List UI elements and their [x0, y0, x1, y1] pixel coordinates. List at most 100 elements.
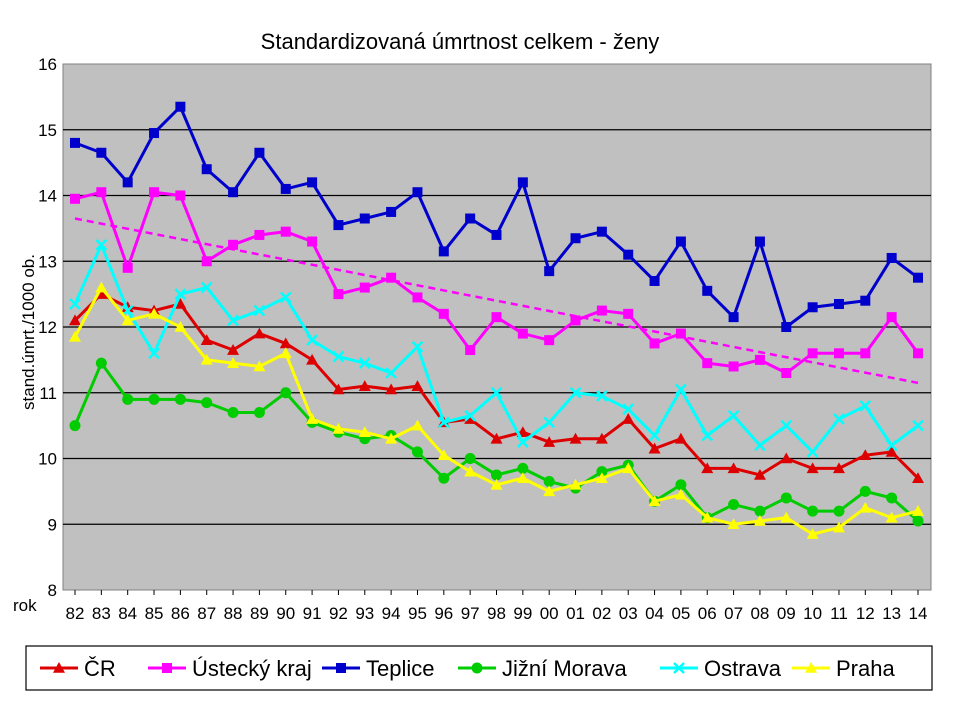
data-point [358, 380, 371, 391]
data-point [912, 505, 924, 516]
data-point [806, 528, 819, 539]
data-point [728, 361, 739, 372]
legend-marker [336, 663, 346, 673]
legend-item: Jižní Morava [458, 656, 627, 681]
data-point [227, 357, 240, 368]
data-point [122, 262, 133, 273]
data-point [543, 416, 556, 429]
legend-marker [673, 662, 685, 674]
data-point [174, 288, 187, 301]
data-point [781, 368, 792, 379]
data-point [411, 380, 424, 391]
y-tick-label: 8 [48, 581, 57, 600]
data-point [438, 472, 450, 484]
data-point [201, 256, 212, 267]
x-tick-label: 89 [250, 604, 269, 623]
legend-marker [53, 662, 65, 673]
y-tick-label: 9 [48, 515, 57, 534]
data-point [702, 285, 713, 296]
legend-item: Teplice [322, 656, 434, 681]
series-group [69, 101, 924, 539]
x-tick-label: 01 [566, 604, 585, 623]
data-point [491, 312, 502, 323]
data-point [674, 432, 687, 444]
data-point [753, 468, 766, 480]
x-tick-label: 05 [671, 604, 690, 623]
data-point [69, 314, 81, 326]
x-tick-label: 87 [197, 604, 216, 623]
data-point [833, 505, 845, 517]
data-point [70, 137, 80, 148]
x-tick-label: 83 [92, 604, 111, 623]
data-point [701, 511, 714, 523]
legend-label: Ostrava [704, 656, 782, 681]
legend-item: ČR [40, 656, 116, 681]
x-tick-label: 95 [408, 604, 427, 623]
data-point [622, 413, 635, 424]
data-point [833, 348, 844, 359]
data-point [727, 518, 740, 530]
x-tick-label: 92 [329, 604, 348, 623]
data-point [174, 297, 187, 309]
data-point [516, 436, 529, 448]
x-tick-label: 88 [224, 604, 243, 623]
data-point [201, 164, 212, 175]
series-5 [69, 281, 924, 539]
data-point [806, 462, 819, 474]
data-point [833, 298, 844, 309]
data-point [543, 485, 556, 497]
data-point [807, 302, 818, 313]
data-point [332, 350, 345, 363]
y-tick-label: 16 [38, 55, 57, 74]
data-point [596, 466, 608, 478]
legend-label: Teplice [366, 656, 434, 681]
data-point [253, 406, 265, 418]
data-point [912, 419, 924, 432]
data-point [754, 505, 766, 517]
data-point [95, 238, 108, 251]
data-point [69, 420, 81, 432]
data-point [149, 187, 160, 198]
data-point [385, 367, 398, 379]
data-point [674, 488, 687, 500]
data-point [201, 397, 213, 409]
y-tick-label: 15 [38, 121, 57, 140]
legend-label: Jižní Morava [502, 656, 627, 681]
data-point [754, 439, 766, 452]
data-point [859, 501, 872, 513]
data-point [411, 419, 424, 431]
y-tick-label: 12 [38, 318, 57, 337]
chart-title: Standardizovaná úmrtnost celkem - ženy [261, 29, 660, 54]
data-point [886, 312, 897, 323]
data-point [860, 295, 871, 306]
data-point [227, 344, 240, 355]
data-point [412, 187, 423, 198]
data-point [227, 406, 239, 418]
data-point [781, 322, 792, 332]
x-tick-label: 02 [592, 604, 611, 623]
data-point [411, 340, 424, 353]
data-point [754, 236, 765, 247]
data-point [543, 476, 555, 488]
data-point [648, 442, 661, 454]
data-point [886, 252, 897, 263]
data-point [780, 419, 793, 432]
data-point [411, 446, 423, 458]
data-point [544, 335, 555, 346]
data-point [569, 386, 582, 399]
data-point [96, 187, 107, 198]
data-point [780, 492, 792, 504]
data-point [517, 177, 528, 188]
data-point [149, 128, 160, 139]
data-point [807, 348, 818, 359]
x-axis-ticks: 82 83 84 85 86 87 88 89 90 91 92 93 94 95 96 97 98 99 00 01… [66, 590, 927, 623]
data-point [385, 432, 398, 444]
data-point [490, 386, 503, 399]
data-point [465, 213, 476, 224]
data-point [307, 177, 318, 188]
data-point [307, 236, 318, 247]
data-point [386, 206, 397, 217]
legend-label: Praha [836, 656, 895, 681]
data-point [728, 499, 740, 511]
data-point [517, 462, 529, 474]
